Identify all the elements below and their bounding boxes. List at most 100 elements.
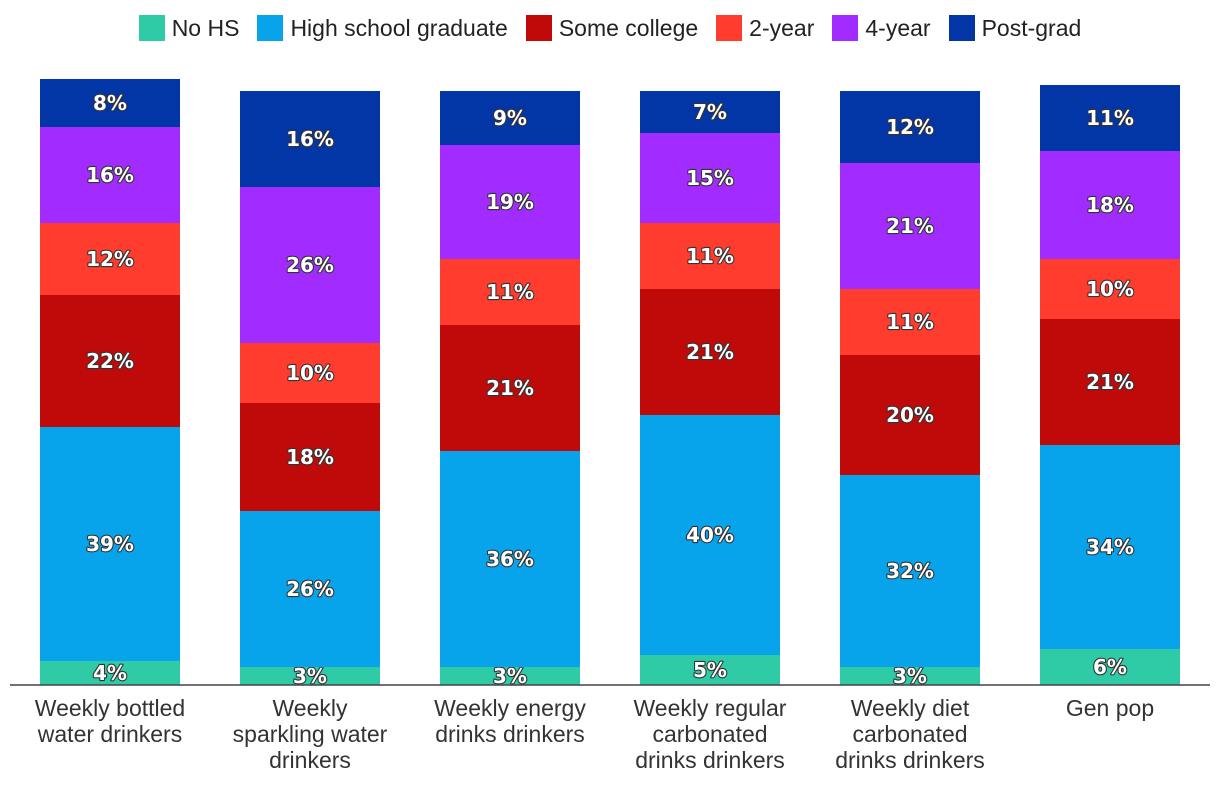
category-label: Gen pop (1066, 695, 1154, 721)
bar-segment (440, 145, 580, 259)
data-label: 5% (693, 658, 727, 682)
category-label: Weekly diet (851, 695, 970, 721)
bar-segment (640, 223, 780, 289)
data-label: 11% (486, 280, 534, 304)
bar-segment (1040, 649, 1180, 685)
data-label: 18% (1086, 193, 1134, 217)
bar-segment (840, 667, 980, 685)
data-label: 11% (1086, 106, 1134, 130)
bar-segment (840, 91, 980, 163)
data-label: 15% (686, 166, 734, 190)
data-label: 3% (893, 664, 927, 688)
chart-legend: No HS High school graduate Some college 2-y… (0, 8, 1220, 48)
legend-swatch (138, 15, 165, 41)
bar-segment (240, 667, 380, 685)
legend-item: 2-year (716, 15, 814, 42)
data-label: 21% (686, 340, 734, 364)
data-label: 4% (93, 661, 127, 685)
bar-segment (40, 661, 180, 685)
bar-segment (240, 91, 380, 187)
category-label: carbonated (652, 721, 767, 747)
category-label: drinks drinkers (635, 747, 785, 773)
bar-segment (440, 259, 580, 325)
data-label: 26% (286, 577, 334, 601)
data-label: 18% (286, 445, 334, 469)
data-label: 10% (286, 361, 334, 385)
bar-segment (240, 187, 380, 343)
data-label: 8% (93, 91, 127, 115)
data-label: 16% (86, 163, 134, 187)
data-label: 19% (486, 190, 534, 214)
data-label: 16% (286, 127, 334, 151)
bar-segment (1040, 259, 1180, 319)
bar-segment (40, 295, 180, 427)
legend-swatch (525, 15, 552, 41)
legend-item: No HS (138, 14, 240, 42)
category-label: Weekly (273, 695, 348, 721)
bar-segment (640, 91, 780, 133)
legend-label: Post-grad (981, 14, 1082, 41)
legend-item: High school graduate (257, 14, 508, 42)
legend-swatch (716, 15, 743, 41)
legend-item: 4-year (832, 15, 931, 42)
category-label: Weekly energy (434, 695, 586, 721)
data-label: 39% (86, 532, 134, 556)
legend-label: No HS (171, 14, 240, 41)
category-label: drinks drinkers (435, 721, 585, 747)
bar-segment (640, 655, 780, 685)
legend-label: High school graduate (290, 14, 508, 41)
bar-segment (840, 163, 980, 289)
data-label: 9% (493, 106, 527, 130)
legend-item: Post-grad (948, 14, 1082, 42)
bar-segment (40, 427, 180, 661)
bar-segment (240, 511, 380, 667)
data-label: 10% (1086, 277, 1134, 301)
category-label: drinks drinkers (835, 747, 985, 773)
bar-segment (440, 451, 580, 667)
data-label: 21% (1086, 370, 1134, 394)
category-label: water drinkers (37, 721, 182, 747)
data-label: 11% (686, 244, 734, 268)
bar-segment (840, 355, 980, 475)
bar-segment (640, 133, 780, 223)
bar-segment (440, 667, 580, 685)
category-label: sparkling water (233, 721, 388, 747)
data-label: 22% (86, 349, 134, 373)
bar-segment (240, 343, 380, 403)
bar-segment (440, 325, 580, 451)
category-label: drinkers (269, 747, 351, 773)
data-label: 32% (886, 559, 934, 583)
legend-swatch (948, 15, 975, 41)
data-label: 36% (486, 547, 534, 571)
bar-segment (840, 475, 980, 667)
data-label: 6% (1093, 655, 1127, 679)
category-label: Weekly bottled (35, 695, 185, 721)
category-label: carbonated (852, 721, 967, 747)
bar-segment (1040, 445, 1180, 649)
legend-label: 2-year (749, 14, 815, 41)
bar-segment (1040, 151, 1180, 259)
legend-label: Some college (558, 14, 699, 41)
data-label: 20% (886, 403, 934, 427)
bar-segment (1040, 319, 1180, 445)
legend-item: Some college (525, 14, 699, 42)
data-label: 40% (686, 523, 734, 547)
bar-segment (840, 289, 980, 355)
data-label: 11% (886, 310, 934, 334)
bar-segment (1040, 85, 1180, 151)
bar-segment (440, 91, 580, 145)
bar-segment (40, 79, 180, 127)
data-label: 34% (1086, 535, 1134, 559)
data-label: 7% (693, 100, 727, 124)
data-label: 12% (86, 247, 134, 271)
bar-segment (640, 289, 780, 415)
category-label: Weekly regular (634, 695, 787, 721)
legend-swatch (832, 15, 859, 41)
data-label: 21% (486, 376, 534, 400)
bar-segment (240, 403, 380, 511)
data-label: 12% (886, 115, 934, 139)
bar-segment (40, 223, 180, 295)
data-label: 26% (286, 253, 334, 277)
bar-segment (40, 127, 180, 223)
